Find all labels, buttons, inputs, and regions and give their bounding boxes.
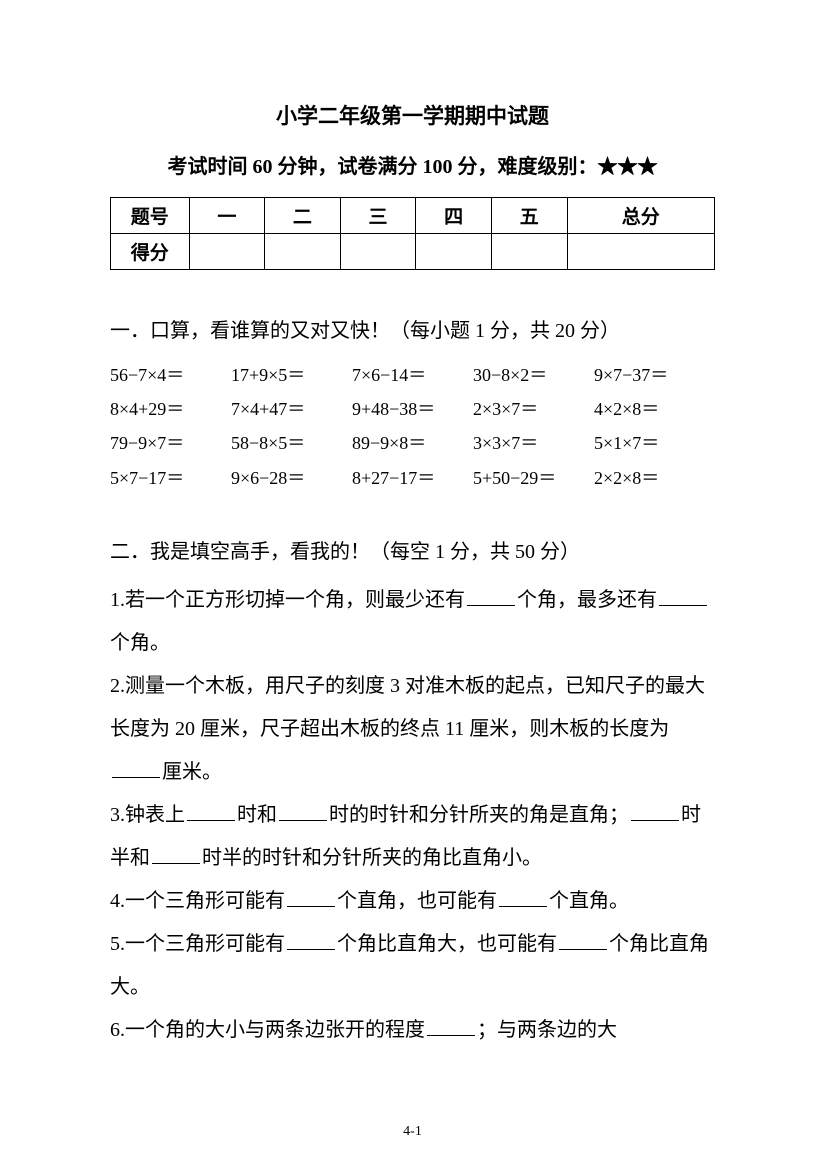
blank <box>279 801 327 821</box>
q-text: 个角。 <box>110 632 170 654</box>
problem: 5+50−29＝ <box>473 461 594 495</box>
score-cell <box>567 234 714 270</box>
score-cell <box>340 234 416 270</box>
q-text: 6.一个角的大小与两条边张开的程度 <box>110 1019 425 1041</box>
problem: 2×2×8＝ <box>594 461 715 495</box>
blank <box>467 586 515 606</box>
header-cell: 总分 <box>567 198 714 234</box>
page-number: 4-1 <box>0 1124 825 1140</box>
problem: 7×4+47＝ <box>231 392 352 426</box>
problem: 17+9×5＝ <box>231 358 352 392</box>
problem: 79−9×7＝ <box>110 426 231 460</box>
blank <box>659 586 707 606</box>
section1-title: 一．口算，看谁算的又对又快！（每小题 1 分，共 20 分） <box>110 310 715 352</box>
blank <box>287 930 335 950</box>
arithmetic-problems: 56−7×4＝ 17+9×5＝ 7×6−14＝ 30−8×2＝ 9×7−37＝ … <box>110 358 715 495</box>
q-text: 时和 <box>237 804 277 826</box>
header-cell: 二 <box>265 198 341 234</box>
problem: 5×7−17＝ <box>110 461 231 495</box>
table-score-row: 得分 <box>111 234 715 270</box>
problem: 5×1×7＝ <box>594 426 715 460</box>
q-text: 个直角，也可能有 <box>337 890 497 912</box>
blank <box>559 930 607 950</box>
problem: 56−7×4＝ <box>110 358 231 392</box>
exam-subtitle: 考试时间 60 分钟，试卷满分 100 分，难度级别：★★★ <box>110 150 715 179</box>
problem: 4×2×8＝ <box>594 392 715 426</box>
table-header-row: 题号 一 二 三 四 五 总分 <box>111 198 715 234</box>
question-1: 1.若一个正方形切掉一个角，则最少还有 个角，最多还有个角。 <box>110 579 715 665</box>
q-text: 4.一个三角形可能有 <box>110 890 285 912</box>
question-2: 2.测量一个木板，用尺子的刻度 3 对准木板的起点，已知尺子的最大长度为 20 … <box>110 665 715 794</box>
section2-title: 二．我是填空高手，看我的！（每空 1 分，共 50 分） <box>110 531 715 573</box>
q-text: ；与两条边的大 <box>477 1019 617 1041</box>
q-text: 厘米。 <box>162 761 222 783</box>
header-cell: 题号 <box>111 198 190 234</box>
problem: 89−9×8＝ <box>352 426 473 460</box>
q-text: 个角比直角大，也可能有 <box>337 933 557 955</box>
score-table: 题号 一 二 三 四 五 总分 得分 <box>110 197 715 270</box>
problem: 9×6−28＝ <box>231 461 352 495</box>
score-cell <box>265 234 341 270</box>
q-text: 个角，最多还有 <box>517 589 657 611</box>
question-5: 5.一个三角形可能有个角比直角大，也可能有个角比直角大。 <box>110 923 715 1009</box>
header-cell: 三 <box>340 198 416 234</box>
score-label-cell: 得分 <box>111 234 190 270</box>
problem: 2×3×7＝ <box>473 392 594 426</box>
score-cell <box>491 234 567 270</box>
header-cell: 四 <box>416 198 492 234</box>
problem: 3×3×7＝ <box>473 426 594 460</box>
q-text: 1.若一个正方形切掉一个角，则最少还有 <box>110 589 465 611</box>
blank <box>187 801 235 821</box>
blank <box>287 887 335 907</box>
blank <box>631 801 679 821</box>
question-6: 6.一个角的大小与两条边张开的程度 ；与两条边的大 <box>110 1009 715 1052</box>
q-text: 3.钟表上 <box>110 804 185 826</box>
problem: 7×6−14＝ <box>352 358 473 392</box>
blank <box>499 887 547 907</box>
blank <box>152 844 200 864</box>
problem: 9+48−38＝ <box>352 392 473 426</box>
q-text: 5.一个三角形可能有 <box>110 933 285 955</box>
blank <box>427 1016 475 1036</box>
problem: 8+27−17＝ <box>352 461 473 495</box>
question-4: 4.一个三角形可能有 个直角，也可能有 个直角。 <box>110 880 715 923</box>
problem: 30−8×2＝ <box>473 358 594 392</box>
problem: 58−8×5＝ <box>231 426 352 460</box>
header-cell: 一 <box>189 198 265 234</box>
header-cell: 五 <box>491 198 567 234</box>
score-cell <box>189 234 265 270</box>
blank <box>112 758 160 778</box>
q-text: 时的时针和分针所夹的角是直角； <box>329 804 629 826</box>
q-text: 2.测量一个木板，用尺子的刻度 3 对准木板的起点，已知尺子的最大长度为 20 … <box>110 675 705 740</box>
question-3: 3.钟表上时和时的时针和分针所夹的角是直角；时半和时半的时针和分针所夹的角比直角… <box>110 794 715 880</box>
exam-title: 小学二年级第一学期期中试题 <box>110 100 715 130</box>
q-text: 时半的时针和分针所夹的角比直角小。 <box>202 847 542 869</box>
score-cell <box>416 234 492 270</box>
q-text: 个直角。 <box>549 890 629 912</box>
problem: 8×4+29＝ <box>110 392 231 426</box>
problem: 9×7−37＝ <box>594 358 715 392</box>
